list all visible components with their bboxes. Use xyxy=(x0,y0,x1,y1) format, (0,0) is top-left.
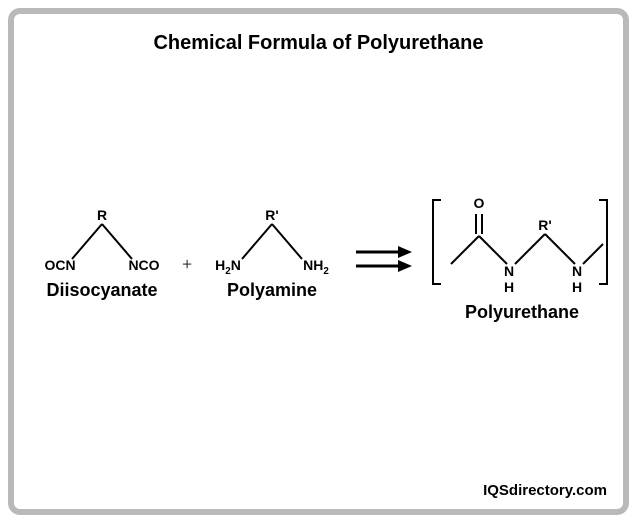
plus-sign: + xyxy=(182,254,192,275)
svg-text:NH2: NH2 xyxy=(303,257,329,274)
outer-frame: Chemical Formula of Polyurethane R OCN N… xyxy=(0,0,637,523)
reactant-polyamine: R' H2N NH2 Polyamine xyxy=(202,204,342,301)
reaction-diagram: R OCN NCO Diisocyanate + R' H2 xyxy=(32,164,605,384)
reaction-arrows xyxy=(352,242,422,282)
product-polyurethane: O N H R' N H xyxy=(427,186,617,323)
reactant-diisocyanate: R OCN NCO Diisocyanate xyxy=(32,204,172,301)
credit-text: IQSdirectory.com xyxy=(483,482,607,499)
diisocyanate-label: Diisocyanate xyxy=(32,280,172,301)
svg-text:R': R' xyxy=(265,207,278,223)
svg-text:R': R' xyxy=(538,217,551,233)
polyurethane-structure: O N H R' N H xyxy=(427,186,617,296)
svg-text:H: H xyxy=(572,279,582,295)
diagram-title: Chemical Formula of Polyurethane xyxy=(14,32,623,55)
svg-text:NCO: NCO xyxy=(128,257,159,273)
svg-text:H: H xyxy=(504,279,514,295)
inner-frame: Chemical Formula of Polyurethane R OCN N… xyxy=(8,8,629,515)
polyurethane-label: Polyurethane xyxy=(427,302,617,323)
svg-text:H2N: H2N xyxy=(215,257,241,274)
svg-text:OCN: OCN xyxy=(44,257,75,273)
svg-text:N: N xyxy=(572,263,582,279)
polyamine-structure: R' H2N NH2 xyxy=(202,204,342,274)
diisocyanate-structure: R OCN NCO xyxy=(32,204,172,274)
svg-text:N: N xyxy=(504,263,514,279)
svg-text:R: R xyxy=(97,207,107,223)
polyamine-label: Polyamine xyxy=(202,280,342,301)
svg-text:O: O xyxy=(474,195,485,211)
